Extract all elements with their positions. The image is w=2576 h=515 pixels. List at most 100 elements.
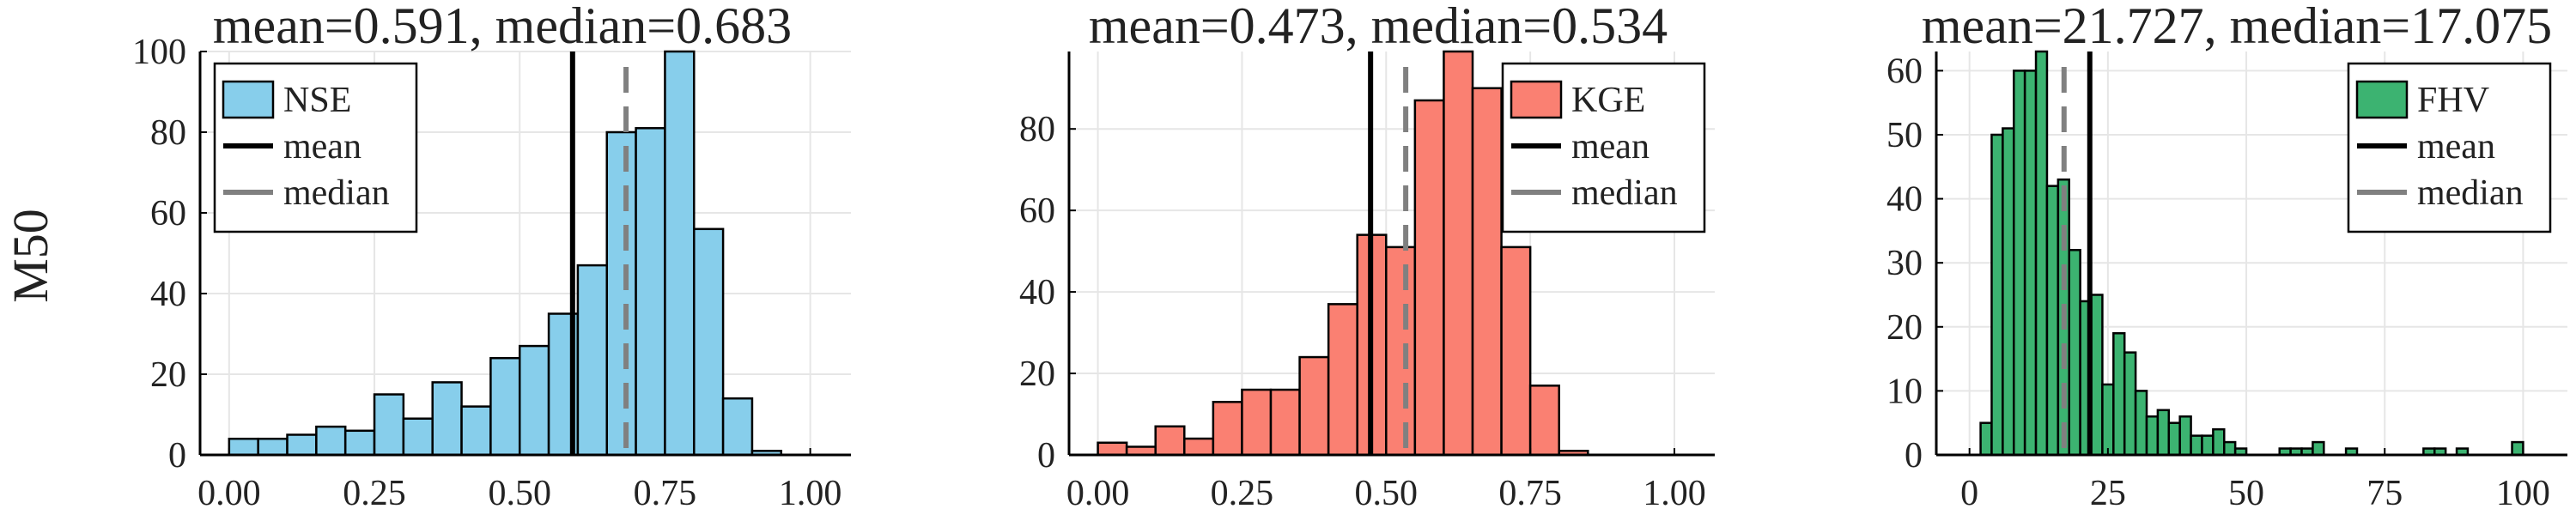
histogram-bar (402, 417, 434, 457)
x-tick-label: 100 (2496, 474, 2550, 513)
histogram-bar (1298, 355, 1330, 457)
y-tick-label: 40 (1886, 180, 1923, 220)
legend: NSE mean median (213, 62, 418, 233)
row-label: M50 (3, 209, 58, 303)
histogram-bar (1385, 245, 1417, 457)
legend-swatch (2355, 80, 2409, 119)
legend: KGE mean median (1501, 62, 1706, 233)
histogram-bar (1528, 385, 1560, 457)
histogram-bar (664, 50, 696, 457)
x-tick-label: 50 (2228, 474, 2264, 513)
y-tick-label: 60 (1019, 191, 1055, 231)
histogram-bar (2002, 127, 2015, 457)
x-tick-label: 0.25 (1211, 474, 1274, 513)
x-tick-label: 0.75 (1498, 474, 1562, 513)
histogram-bar (605, 130, 637, 457)
histogram-bar (2201, 434, 2215, 457)
chart-title: mean=0.473, median=0.534 (1089, 0, 1668, 54)
histogram-bar (1327, 303, 1358, 457)
histogram-bar (518, 344, 550, 457)
histogram-bar (1413, 99, 1445, 457)
x-tick-label: 25 (2090, 474, 2126, 513)
x-tick-label: 0.50 (488, 474, 551, 513)
y-tick-label: 20 (1886, 308, 1923, 348)
y-tick-label: 10 (1886, 372, 1923, 411)
histogram-panel-kge: 0.00 0.25 0.50 0.75 1.00 0 20 40 60 80 mean=0.473,… (1019, 0, 1715, 513)
legend-label: FHV (2417, 81, 2489, 120)
legend: FHV mean median (2347, 62, 2552, 233)
histogram-bar (2134, 390, 2148, 457)
histogram-panel-nse: 0.00 0.25 0.50 0.75 1.00 0 20 40 60 80 100 mean=0.5… (132, 0, 851, 513)
x-tick-label: 0 (1960, 474, 1978, 513)
x-tick-label: 1.00 (779, 474, 842, 513)
y-tick-label: 50 (1886, 116, 1923, 155)
histogram-bar (460, 405, 492, 457)
histogram-bar (1241, 388, 1273, 457)
histogram-bar (257, 437, 289, 457)
histogram-bar (2112, 332, 2126, 457)
chart-title: mean=0.591, median=0.683 (213, 0, 792, 54)
legend-label: median (1571, 173, 1678, 213)
y-tick-label: 0 (1037, 436, 1055, 476)
histogram-bar (2312, 440, 2325, 457)
histogram-bar (1979, 421, 1993, 457)
legend-swatch (1510, 80, 1563, 119)
x-tick-label: 0.00 (197, 474, 261, 513)
x-tick-label: 0.50 (1355, 474, 1419, 513)
histogram-bar (635, 127, 666, 457)
y-tick-label: 80 (150, 113, 186, 153)
x-tick-label: 0.00 (1066, 474, 1130, 513)
histogram-bar (2045, 185, 2060, 457)
x-tick-label: 0.75 (634, 474, 697, 513)
histogram-bar (431, 381, 463, 457)
y-tick-label: 30 (1886, 244, 1923, 283)
histogram-bar (2023, 70, 2038, 457)
histogram-bar (2101, 383, 2115, 457)
histogram-bar (489, 356, 521, 457)
histogram-bar (2013, 70, 2026, 457)
histogram-bar (721, 397, 754, 457)
legend-swatch (222, 80, 275, 119)
histogram-bar (1269, 388, 1301, 457)
histogram-bar (2034, 50, 2049, 457)
legend-label: mean (1571, 127, 1649, 167)
histogram-bar (2145, 415, 2160, 457)
histogram-bar (343, 429, 376, 457)
histogram-bar (1443, 50, 1474, 457)
y-tick-label: 40 (150, 275, 186, 314)
histogram-bar (2190, 434, 2203, 457)
x-tick-label: 75 (2366, 474, 2403, 513)
histogram-bar (228, 437, 259, 457)
y-tick-label: 0 (168, 436, 186, 476)
y-tick-label: 60 (150, 194, 186, 233)
histogram-bar (1471, 87, 1503, 457)
y-tick-label: 100 (132, 33, 186, 72)
y-tick-label: 60 (1886, 52, 1923, 91)
legend-label: median (283, 173, 390, 213)
histogram-bar (315, 425, 347, 457)
y-tick-label: 40 (1019, 273, 1055, 312)
histogram-bar (373, 393, 405, 457)
histogram-bar (286, 433, 318, 457)
histogram-bar (2156, 409, 2171, 457)
histogram-bar (1154, 425, 1186, 457)
histogram-bar (1097, 441, 1128, 457)
histogram-bar (1500, 245, 1532, 457)
legend-label: mean (283, 127, 361, 167)
y-tick-label: 80 (1019, 110, 1055, 149)
legend-label: KGE (1571, 81, 1645, 120)
histogram-bar (1990, 133, 2004, 457)
histogram-bar (2167, 421, 2181, 457)
histogram-bar (2068, 249, 2081, 457)
x-tick-label: 1.00 (1643, 474, 1706, 513)
histogram-bar (2090, 294, 2104, 457)
histogram-bar (2123, 351, 2137, 457)
x-tick-label: 0.25 (343, 474, 406, 513)
y-tick-label: 0 (1905, 436, 1923, 476)
histogram-bar (2511, 440, 2524, 457)
histogram-bar (1183, 437, 1215, 457)
histogram-bar (576, 264, 608, 457)
histogram-bar (2212, 427, 2226, 457)
